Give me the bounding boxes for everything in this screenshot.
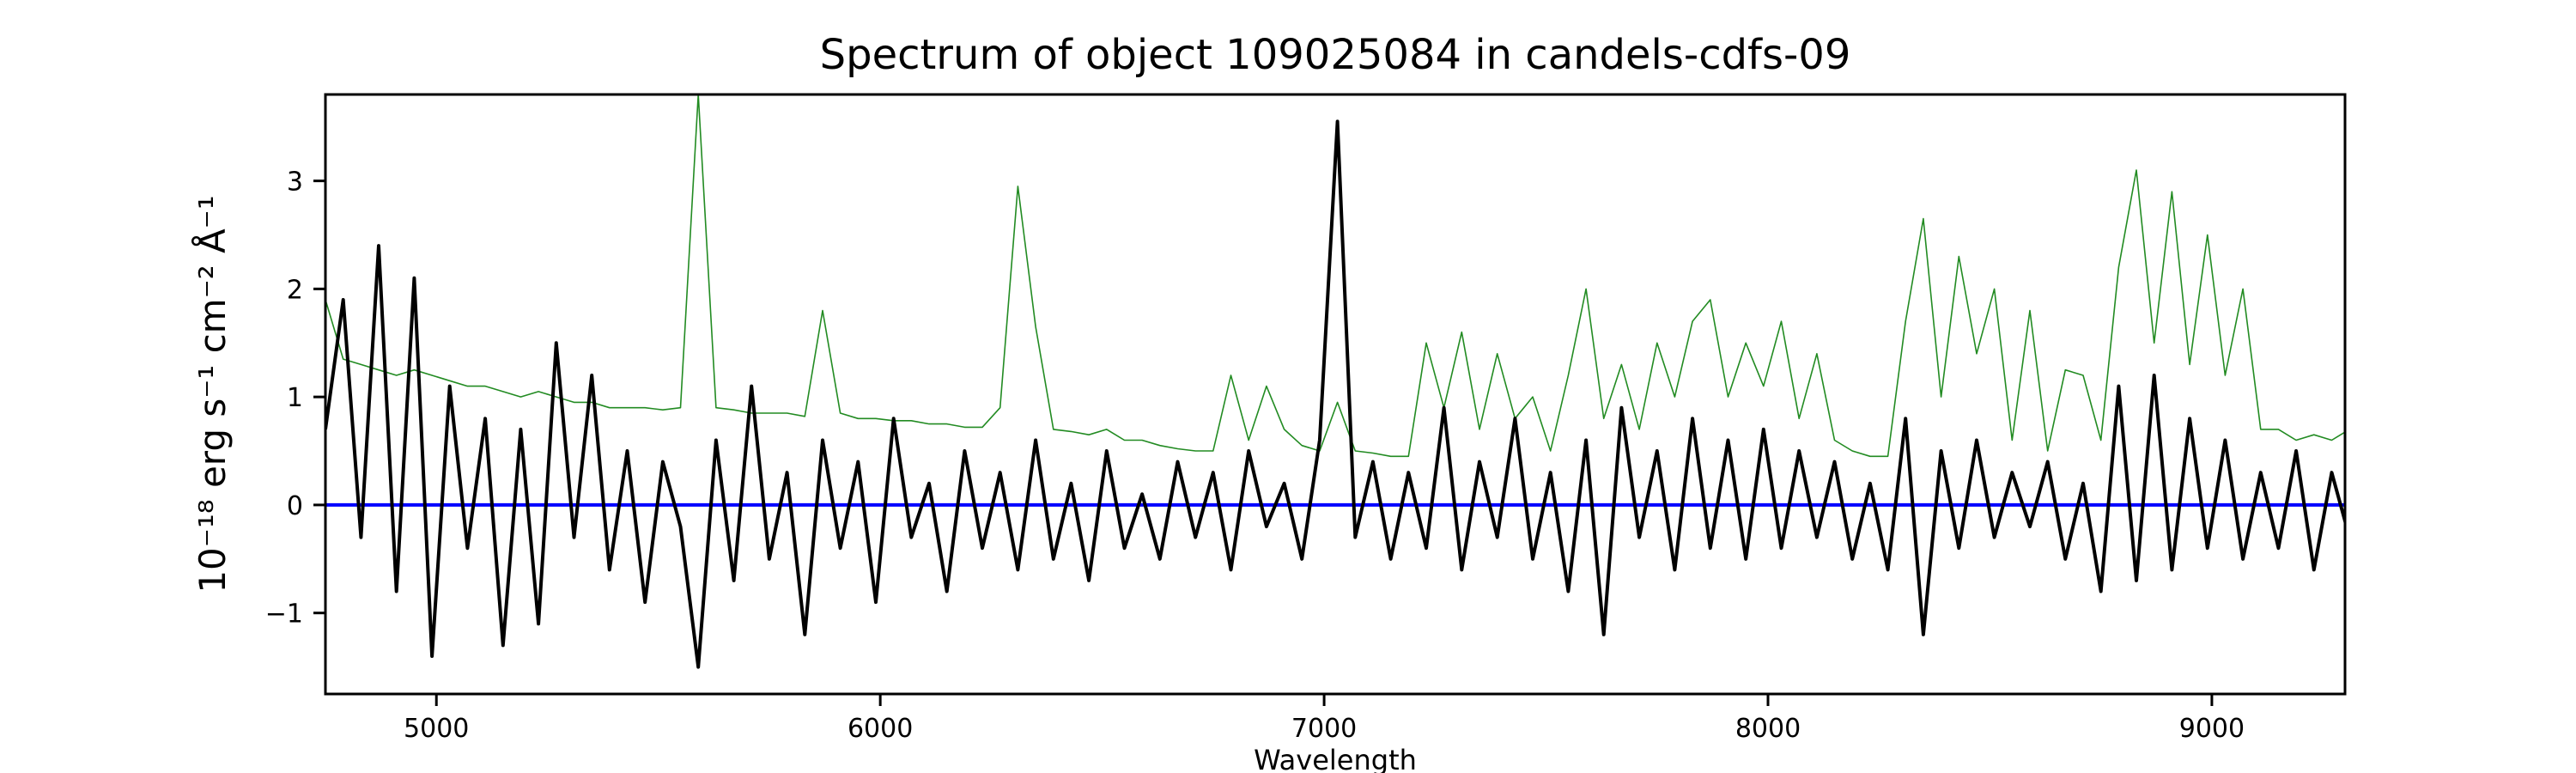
y-tick-label: 1 (287, 383, 303, 413)
chart-title: Spectrum of object 109025084 in candels-… (820, 31, 1851, 79)
x-tick-label: 9000 (2179, 714, 2245, 744)
series-layer (325, 94, 2345, 669)
y-tick-label: 2 (287, 275, 303, 305)
x-axis-label: Wavelength (1254, 744, 1417, 773)
y-axis-label: 10⁻¹⁸ erg s⁻¹ cm⁻² Å⁻¹ (191, 195, 234, 593)
x-tick-label: 7000 (1291, 714, 1357, 744)
plot-frame (324, 93, 2347, 696)
y-tick-label: −1 (265, 600, 303, 630)
y-tick-label: 3 (287, 167, 303, 198)
x-tick-label: 5000 (404, 714, 469, 744)
y-tick-label: 0 (287, 491, 303, 521)
series-line-flux (325, 119, 2345, 669)
series-line-error (325, 94, 2345, 458)
x-tick-label: 8000 (1735, 714, 1801, 744)
ticks-layer: 5000 6000 7000 8000 9000 −1 0 1 2 3 (265, 167, 2245, 744)
x-tick-label: 6000 (848, 714, 913, 744)
